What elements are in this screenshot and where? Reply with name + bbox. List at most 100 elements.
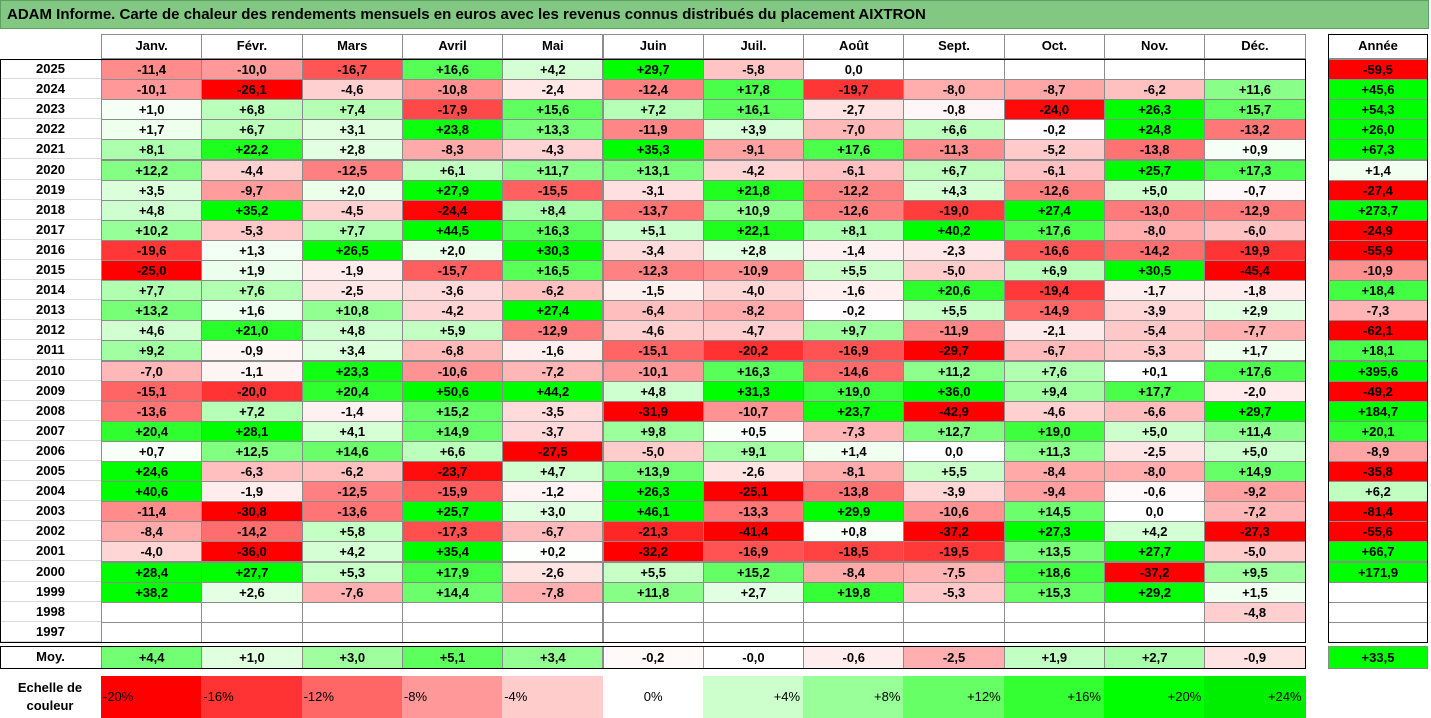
heatmap-cell: -6,2 <box>1104 79 1206 101</box>
heatmap-cell <box>201 621 303 643</box>
year-label: 2012 <box>0 320 101 341</box>
heatmap-cell: -8,7 <box>1003 79 1105 101</box>
heatmap-cell: +4,2 <box>301 541 403 563</box>
heatmap-cell: +6,6 <box>401 440 504 462</box>
heatmap-cell <box>201 601 303 623</box>
annual-cell: +26,0 <box>1328 119 1428 141</box>
heatmap-cell: +9,8 <box>602 420 704 442</box>
heatmap-cell: -6,0 <box>1204 219 1306 241</box>
heatmap-cell: -14,9 <box>1003 300 1105 322</box>
heatmap-cell: +13,1 <box>602 159 704 181</box>
heatmap-cell: -1,2 <box>502 481 604 503</box>
heatmap-cell: -17,3 <box>401 521 504 543</box>
chart-title: ADAM Informe. Carte de chaleur des rende… <box>0 0 1429 29</box>
heatmap-cell: +11,6 <box>1204 79 1306 101</box>
heatmap-cell: +24,6 <box>101 461 203 483</box>
annual-cell: -49,2 <box>1328 380 1428 402</box>
heatmap-cell: +22,2 <box>201 139 303 161</box>
heatmap-cell: -36,0 <box>201 541 303 563</box>
heatmap-cell: +2,0 <box>401 239 504 261</box>
heatmap-cell: -1,6 <box>803 280 905 302</box>
heatmap-cell <box>1003 621 1105 643</box>
heatmap-cell: -26,1 <box>201 79 303 101</box>
year-label: 2024 <box>0 79 101 100</box>
heatmap-cell: -0,2 <box>1003 119 1105 141</box>
heatmap-cell: +27,4 <box>1003 199 1105 221</box>
heatmap-cell: +0,7 <box>101 440 203 462</box>
heatmap-cell: +17,9 <box>401 561 504 583</box>
year-label: 2005 <box>0 461 101 482</box>
heatmap-cell: -4,5 <box>301 199 403 221</box>
heatmap-cell: -12,3 <box>602 260 704 282</box>
heatmap-cell: -24,0 <box>1003 99 1105 121</box>
color-scale-swatch: +24% <box>1204 676 1306 718</box>
average-annual-cell: +33,5 <box>1328 645 1428 669</box>
heatmap-cell: +4,1 <box>301 420 403 442</box>
year-label: 1997 <box>0 622 101 642</box>
heatmap-cell <box>401 621 504 643</box>
heatmap-cell: -12,6 <box>803 199 905 221</box>
color-scale-swatch: +4% <box>702 676 805 718</box>
color-scale-swatch: +8% <box>803 676 905 718</box>
heatmap-cell: +17,7 <box>1104 380 1206 402</box>
heatmap-cell: +35,2 <box>201 199 303 221</box>
year-label: 2010 <box>0 361 101 381</box>
heatmap-cell: +30,3 <box>502 239 604 261</box>
heatmap-cell: +26,3 <box>602 481 704 503</box>
heatmap-cell: -15,1 <box>101 380 203 402</box>
month-header: Nov. <box>1104 34 1206 59</box>
heatmap-cell: -41,4 <box>702 521 805 543</box>
heatmap-cell: +17,6 <box>803 139 905 161</box>
heatmap-cell: +16,3 <box>702 360 805 382</box>
heatmap-cell: +30,5 <box>1104 260 1206 282</box>
heatmap-cell: -13,3 <box>702 501 805 523</box>
heatmap-cell: +1,7 <box>101 119 203 141</box>
heatmap-cell: +9,4 <box>1003 380 1105 402</box>
heatmap-cell: +0,1 <box>1104 360 1206 382</box>
heatmap-cell: -13,6 <box>101 400 203 422</box>
heatmap-cell: -32,2 <box>602 541 704 563</box>
month-header: Oct. <box>1003 34 1105 59</box>
average-cell: +4,4 <box>101 645 203 669</box>
heatmap-cell: +50,6 <box>401 380 504 402</box>
heatmap-cell: -1,9 <box>301 260 403 282</box>
annual-cell: +45,6 <box>1328 79 1428 101</box>
heatmap-cell: +11,8 <box>602 581 704 603</box>
heatmap-cell: +10,9 <box>702 199 805 221</box>
heatmap-cell <box>702 621 805 643</box>
year-label: 2004 <box>0 481 101 502</box>
year-label: 2011 <box>0 340 101 361</box>
heatmap-cell: +5,3 <box>301 561 403 583</box>
heatmap-cell: -1,1 <box>201 360 303 382</box>
heatmap-cell: -7,0 <box>101 360 203 382</box>
heatmap-cell: -12,2 <box>803 179 905 201</box>
annual-cell: -55,6 <box>1328 521 1428 543</box>
heatmap-cell: -2,0 <box>1204 380 1306 402</box>
heatmap-cell: -4,6 <box>1003 400 1105 422</box>
heatmap-cell: +1,6 <box>201 300 303 322</box>
heatmap-cell: +7,6 <box>1003 360 1105 382</box>
annual-cell: +6,2 <box>1328 481 1428 503</box>
heatmap-cell: +46,1 <box>602 501 704 523</box>
heatmap-cell: -3,5 <box>502 400 604 422</box>
heatmap-cell: -3,9 <box>1104 300 1206 322</box>
heatmap-cell: +5,5 <box>602 561 704 583</box>
heatmap-cell: -14,2 <box>1104 239 1206 261</box>
heatmap-cell: -4,4 <box>201 159 303 181</box>
heatmap-cell: +7,4 <box>301 99 403 121</box>
annual-cell: +171,9 <box>1328 561 1428 583</box>
year-label: 2021 <box>0 139 101 160</box>
heatmap-cell: +12,5 <box>201 440 303 462</box>
heatmap-cell: -20,0 <box>201 380 303 402</box>
heatmap-cell: -13,8 <box>1104 139 1206 161</box>
heatmap-cell: +4,6 <box>101 320 203 342</box>
heatmap-cell: -5,2 <box>1003 139 1105 161</box>
heatmap-cell: -45,4 <box>1204 260 1306 282</box>
heatmap-cell: +28,1 <box>201 420 303 442</box>
annual-cell: -8,9 <box>1328 440 1428 462</box>
average-cell: +1,9 <box>1003 645 1105 669</box>
heatmap-cell: +5,9 <box>401 320 504 342</box>
heatmap-cell: -10,9 <box>702 260 805 282</box>
heatmap-cell: +6,7 <box>903 159 1005 181</box>
heatmap-cell <box>1003 59 1105 81</box>
